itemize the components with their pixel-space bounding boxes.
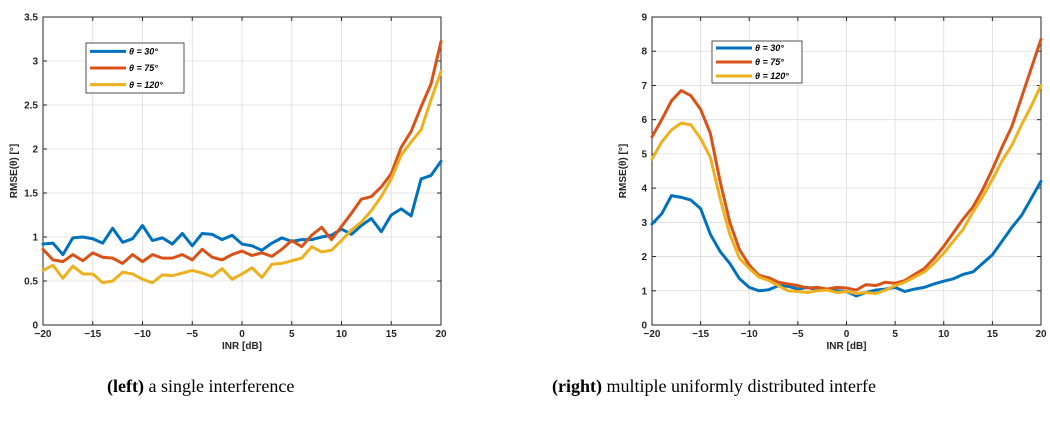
x-tick-label: 0: [239, 329, 245, 340]
legend-entry-label: θ = 30°: [755, 43, 784, 53]
y-tick-label: 0.5: [24, 277, 38, 288]
chart-left: −20 −15 −10 −5 0 5 10 15 20 0 0.5 1 1.5 2 2.5 3 3.5 INR […: [9, 13, 447, 353]
x-tick-label: 20: [435, 329, 447, 340]
y-tick-label: 0: [32, 321, 38, 332]
x-tick-label: 10: [938, 329, 950, 340]
y-tick-label: 7: [641, 81, 647, 92]
legend-entry-label: θ = 30°: [129, 47, 158, 57]
x-tick-label: −15: [84, 329, 101, 340]
series-line-2: [650, 83, 1043, 296]
caption-left-tag: (left): [107, 376, 144, 396]
x-tick-label: −10: [134, 329, 151, 340]
x-tick-label: 15: [386, 329, 398, 340]
legend-entry-label: θ = 120°: [755, 71, 789, 81]
y-tick-label: 1: [641, 286, 647, 297]
y-axis-label: RMSE(θ) [°]: [618, 144, 629, 198]
legend-entry-label: θ = 75°: [129, 63, 158, 73]
y-tick-label: 0: [641, 321, 647, 332]
caption-right: (right) multiple uniformly distributed i…: [552, 376, 876, 397]
x-axis-label: INR [dB]: [222, 341, 262, 352]
x-tick-label: −20: [644, 329, 661, 340]
y-tick-label: 3.5: [24, 13, 38, 24]
series-line-0: [41, 159, 443, 257]
y-tick-label: 2: [32, 145, 38, 156]
y-axis-label: RMSE(θ) [°]: [9, 144, 20, 198]
x-tick-label: 15: [987, 329, 999, 340]
y-tick-label: 3: [641, 218, 647, 229]
caption-right-tag: (right): [552, 376, 602, 396]
series-line-1: [41, 40, 443, 265]
series-line-1: [650, 37, 1043, 292]
x-tick-label: 5: [892, 329, 898, 340]
y-tick-label: 4: [641, 184, 647, 195]
caption-left-text: a single interference: [143, 376, 295, 396]
series-line-2: [41, 70, 443, 285]
y-tick-label: 1: [32, 233, 38, 244]
x-tick-label: 10: [336, 329, 348, 340]
caption-right-text: multiple uniformly distributed interfe: [601, 376, 876, 396]
y-tick-label: 2.5: [24, 101, 38, 112]
legend: θ = 30° θ = 75° θ = 120°: [711, 40, 803, 84]
y-tick-label: 6: [641, 115, 647, 126]
legend-entry-label: θ = 120°: [129, 80, 163, 90]
y-tick-label: 8: [641, 47, 647, 58]
x-tick-label: −10: [741, 329, 758, 340]
chart-right: −20 −15 −10 −5 0 5 10 15 20 0 1 2 3 4 5 6 7 8 9 INR [dB] RMS…: [618, 13, 1047, 353]
legend: θ = 30° θ = 75° θ = 120°: [85, 42, 185, 94]
x-tick-label: 5: [289, 329, 295, 340]
x-tick-label: 0: [844, 329, 850, 340]
x-tick-label: −20: [35, 329, 52, 340]
y-tick-label: 3: [32, 57, 38, 68]
caption-left: (left) a single interference: [107, 376, 294, 397]
y-tick-label: 1.5: [24, 189, 38, 200]
y-tick-label: 2: [641, 252, 647, 263]
x-tick-label: −15: [692, 329, 709, 340]
y-tick-label: 9: [641, 13, 647, 24]
y-tick-label: 5: [641, 149, 647, 160]
x-axis-label: INR [dB]: [827, 341, 867, 352]
x-tick-label: −5: [792, 329, 804, 340]
legend-entry-label: θ = 75°: [755, 57, 784, 67]
x-tick-label: 20: [1035, 329, 1047, 340]
x-tick-label: −5: [187, 329, 199, 340]
